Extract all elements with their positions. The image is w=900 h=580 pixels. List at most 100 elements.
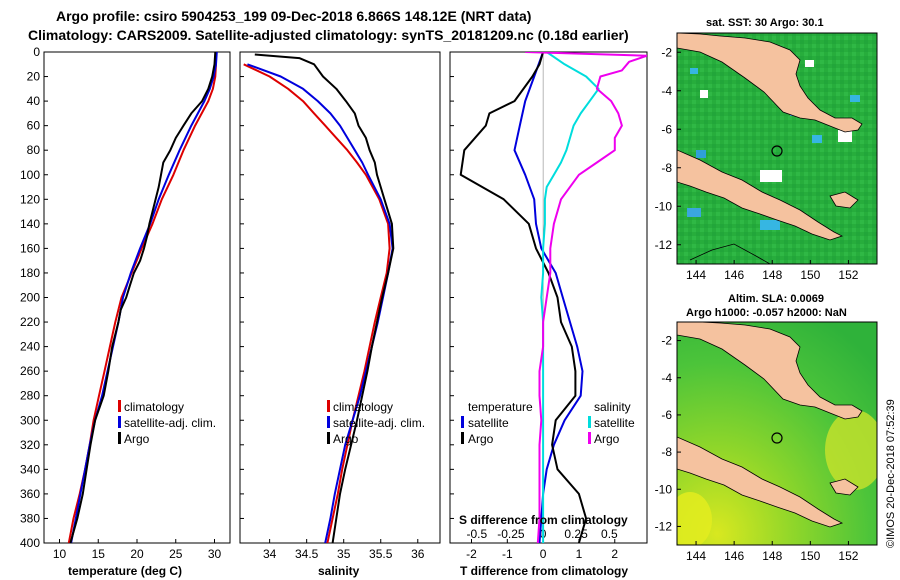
legend-label-climatology: climatology	[124, 400, 184, 414]
salinity-axes-frame	[239, 51, 441, 544]
y-tick-label: 80	[27, 143, 41, 157]
legend-label-argo: Argo	[333, 432, 359, 446]
depth-tick-labels: 0 20 40 60 80 100 120 140 160 180 200 220 240 260 280 3…	[20, 45, 40, 550]
sst-cool-patch	[687, 208, 701, 217]
x-tick-label: -1	[502, 547, 513, 561]
sst-map-panel: sat. SST: 30 Argo: 30.1 144 146 148 150 152 -…	[655, 17, 878, 282]
map-y-tick-label: -10	[655, 199, 673, 213]
y-tick-label: 400	[20, 536, 40, 550]
y-tick-label: 300	[20, 413, 40, 427]
sla-map-panel: Altim. SLA: 0.0069 Argo h1000: -0.057 h2…	[655, 293, 878, 563]
legend-heading-temperature: temperature	[468, 400, 533, 414]
x-tick-label: 35	[337, 547, 351, 561]
sst-missing-data	[805, 60, 814, 67]
sla-high-patch	[677, 492, 712, 545]
difference-panel: -2 -1 0 1 2 -0.5 -0.25 0 0.25 0.5 temperature sa…	[449, 51, 648, 578]
figure-title-line1: Argo profile: csiro 5904253_199 09-Dec-2…	[56, 8, 531, 24]
map-y-tick-label: -12	[655, 238, 673, 252]
map-x-tick-label: 146	[724, 549, 744, 563]
temperature-xlabel: temperature (deg C)	[68, 564, 182, 578]
y-tick-label: 20	[27, 70, 41, 84]
map-y-tick-label: -6	[661, 408, 672, 422]
legend-swatch-argo	[327, 432, 330, 444]
salinity-tick-labels: 34 34.5 35 35.5 36	[240, 51, 425, 561]
y-tick-label: 320	[20, 438, 40, 452]
sla-map-title-line2: Argo h1000: -0.057 h2000: NaN	[686, 307, 847, 319]
legend-swatch-satellite-adj	[118, 416, 121, 428]
sst-map-title: sat. SST: 30 Argo: 30.1	[706, 17, 824, 29]
x-tick-label: 2	[611, 547, 618, 561]
sst-map-tick-labels: 144 146 148 150 152 -2 -4 -6 -8 -10 -12	[655, 45, 859, 282]
sla-map-title-line1: Altim. SLA: 0.0069	[728, 293, 824, 305]
y-tick-label: 260	[20, 364, 40, 378]
map-x-tick-label: 150	[800, 268, 820, 282]
sst-cool-patch	[690, 68, 698, 74]
legend-swatch-climatology	[327, 400, 330, 412]
sst-missing-data	[760, 170, 782, 182]
island-land	[829, 478, 859, 496]
series-line-salinity-argo	[525, 52, 647, 543]
temperature-axes-frame	[43, 51, 231, 544]
y-tick-label: 120	[20, 192, 40, 206]
figure-title-line2: Climatology: CARS2009. Satellite-adjuste…	[28, 27, 629, 43]
salinity-lines	[243, 53, 395, 543]
temperature-lines	[67, 52, 218, 543]
y-tick-label: 240	[20, 340, 40, 354]
map-y-tick-label: -12	[655, 519, 673, 533]
map-y-tick-label: -2	[661, 45, 672, 59]
map-x-tick-label: 146	[724, 268, 744, 282]
map-y-tick-label: -4	[661, 371, 672, 385]
legend-label-t-satellite: satellite	[468, 416, 509, 430]
sst-cool-patch	[760, 220, 780, 230]
papua-peninsula-land	[677, 436, 844, 528]
legend-label-s-satellite: satellite	[594, 416, 635, 430]
y-tick-label: 280	[20, 389, 40, 403]
x-tick-label: 36	[411, 547, 425, 561]
sst-missing-data	[700, 90, 708, 98]
difference-legend-salinity: salinity satellite Argo	[588, 400, 635, 446]
map-y-tick-label: -10	[655, 482, 673, 496]
legend-label-satellite-adj: satellite-adj. clim.	[333, 416, 425, 430]
s-difference-label: S difference from climatology	[459, 513, 628, 527]
map-x-tick-label: 152	[838, 549, 858, 563]
map-y-tick-label: -8	[661, 161, 672, 175]
y-tick-label: 180	[20, 266, 40, 280]
map-x-tick-label: 152	[838, 268, 858, 282]
sst-cool-patch	[850, 95, 860, 102]
salinity-xlabel: salinity	[318, 564, 360, 578]
sla-map-frame	[676, 321, 878, 546]
s-tick-label: -0.25	[497, 527, 525, 541]
new-guinea-land	[677, 322, 863, 420]
difference-axes-frame	[449, 51, 648, 544]
sla-map-tick-labels: 144 146 148 150 152 -2 -4 -6 -8 -10 -12	[655, 334, 859, 563]
legend-label-climatology: climatology	[333, 400, 393, 414]
salinity-panel: 34 34.5 35 35.5 36 climatology satellite-adj…	[239, 51, 441, 578]
map-y-tick-label: -4	[661, 84, 672, 98]
argo-position-marker	[771, 432, 783, 444]
x-tick-label: 15	[92, 547, 106, 561]
sla-map-area	[677, 322, 877, 545]
y-tick-label: 340	[20, 462, 40, 476]
temperature-legend: climatology satellite-adj. clim. Argo	[118, 400, 216, 446]
coastline-south	[689, 243, 771, 264]
argo-position-marker	[771, 145, 783, 157]
legend-label-satellite-adj: satellite-adj. clim.	[124, 416, 216, 430]
x-tick-label: 34	[263, 547, 277, 561]
legend-label-argo: Argo	[124, 432, 150, 446]
s-tick-label: -0.5	[467, 527, 488, 541]
y-tick-label: 140	[20, 217, 40, 231]
legend-swatch-climatology	[118, 400, 121, 412]
x-tick-label: 25	[169, 547, 183, 561]
y-tick-label: 200	[20, 291, 40, 305]
difference-lines	[459, 52, 647, 543]
series-line-argo	[69, 52, 217, 543]
map-x-tick-label: 148	[762, 268, 782, 282]
map-x-tick-label: 144	[686, 268, 706, 282]
legend-label-s-argo: Argo	[594, 432, 620, 446]
map-x-tick-label: 150	[800, 549, 820, 563]
map-x-tick-label: 144	[686, 549, 706, 563]
series-line-climatology	[243, 63, 391, 543]
papua-peninsula-land	[677, 149, 844, 241]
y-tick-label: 380	[20, 511, 40, 525]
new-guinea-land	[677, 33, 863, 133]
